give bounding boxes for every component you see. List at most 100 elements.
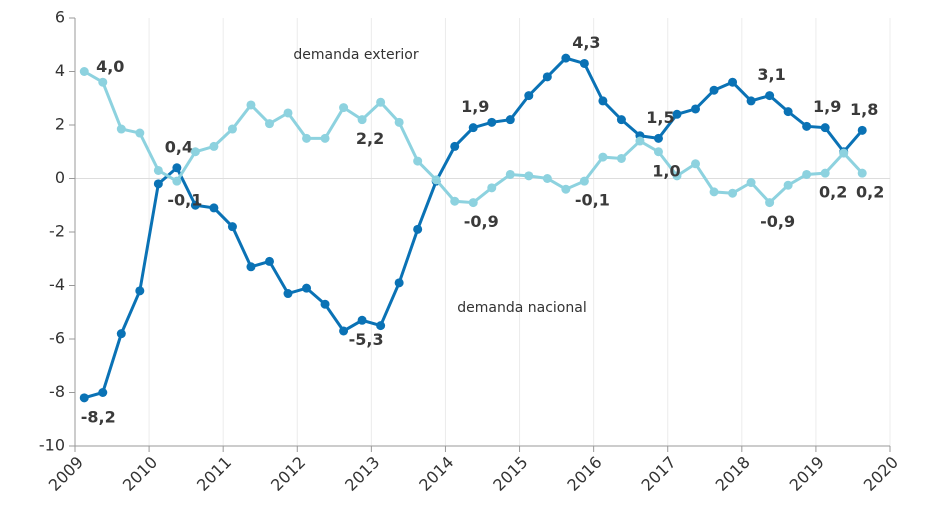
point	[135, 128, 145, 138]
point	[320, 299, 330, 309]
point	[246, 262, 256, 272]
point	[728, 77, 738, 87]
x-tick-label: 2010	[119, 453, 161, 495]
point	[283, 289, 293, 299]
x-tick-label: 2018	[712, 453, 754, 495]
point	[598, 96, 608, 106]
point	[598, 152, 608, 162]
point	[746, 178, 756, 188]
point	[820, 168, 830, 178]
point	[357, 315, 367, 325]
point	[765, 198, 775, 208]
point	[487, 183, 497, 193]
point	[116, 329, 126, 339]
point	[153, 179, 163, 189]
point	[653, 133, 663, 143]
point	[709, 85, 719, 95]
point	[98, 388, 108, 397]
y-tick-label: -6	[49, 329, 65, 348]
point	[264, 256, 274, 266]
data-label: 2,2	[356, 129, 384, 148]
point	[802, 169, 812, 179]
point	[376, 97, 386, 107]
x-tick-label: 2015	[489, 453, 531, 495]
point	[172, 176, 182, 186]
point	[579, 176, 589, 186]
point	[79, 67, 89, 76]
point	[302, 283, 312, 293]
point	[505, 169, 515, 179]
point	[172, 163, 182, 173]
point	[98, 77, 108, 87]
data-label: 1,5	[646, 108, 674, 127]
point	[376, 321, 386, 331]
x-tick-label: 2014	[415, 453, 457, 495]
point	[857, 168, 867, 178]
point	[839, 148, 849, 158]
point	[79, 393, 89, 403]
data-label: -0,9	[464, 212, 499, 231]
data-label: 0,2	[856, 183, 884, 202]
point	[209, 141, 219, 151]
point	[357, 115, 367, 125]
point	[116, 124, 126, 134]
point	[783, 107, 793, 117]
data-label: -0,1	[575, 191, 610, 210]
series-annotation: demanda nacional	[457, 300, 586, 316]
data-label: 1,9	[813, 97, 841, 116]
point	[616, 153, 626, 163]
point	[339, 326, 349, 336]
point	[505, 115, 515, 125]
data-label: -0,9	[760, 212, 795, 231]
point	[672, 171, 682, 181]
series-line	[83, 70, 864, 205]
point	[227, 222, 237, 232]
y-tick-label: 0	[55, 168, 65, 187]
point	[746, 96, 756, 106]
point	[672, 109, 682, 119]
data-label: 0,2	[819, 183, 847, 202]
point	[227, 124, 237, 134]
point	[190, 200, 200, 210]
y-tick-label: -2	[49, 222, 65, 241]
point	[394, 278, 404, 288]
point	[450, 141, 460, 151]
point	[450, 196, 460, 206]
point	[802, 121, 812, 131]
data-label: -8,2	[81, 407, 116, 426]
point	[765, 91, 775, 101]
y-tick-label: 6	[55, 8, 65, 27]
point	[320, 133, 330, 143]
data-label: 4,0	[96, 57, 124, 76]
point	[653, 147, 663, 157]
data-label: -5,3	[349, 330, 384, 349]
point	[246, 100, 256, 110]
point	[561, 53, 571, 63]
x-tick-label: 2013	[341, 453, 383, 495]
point	[691, 159, 701, 169]
point	[857, 125, 867, 135]
point	[413, 156, 423, 166]
x-tick-label: 2017	[638, 453, 680, 495]
point	[616, 115, 626, 125]
x-tick-label: 2009	[45, 453, 87, 495]
y-tick-label: 2	[55, 115, 65, 134]
point	[283, 108, 293, 118]
point	[635, 136, 645, 146]
point	[561, 184, 571, 194]
point	[487, 117, 497, 127]
data-label: 1,0	[652, 161, 680, 180]
y-tick-label: -10	[39, 436, 65, 455]
data-label: 1,8	[850, 100, 878, 119]
data-label: 4,3	[572, 33, 600, 52]
point	[542, 72, 552, 82]
y-tick-label: 4	[55, 61, 65, 80]
point	[709, 187, 719, 197]
data-label: 1,9	[461, 97, 489, 116]
point	[394, 117, 404, 127]
data-label: 3,1	[757, 65, 785, 84]
point	[728, 188, 738, 198]
point	[209, 203, 219, 213]
y-tick-label: -8	[49, 382, 65, 401]
